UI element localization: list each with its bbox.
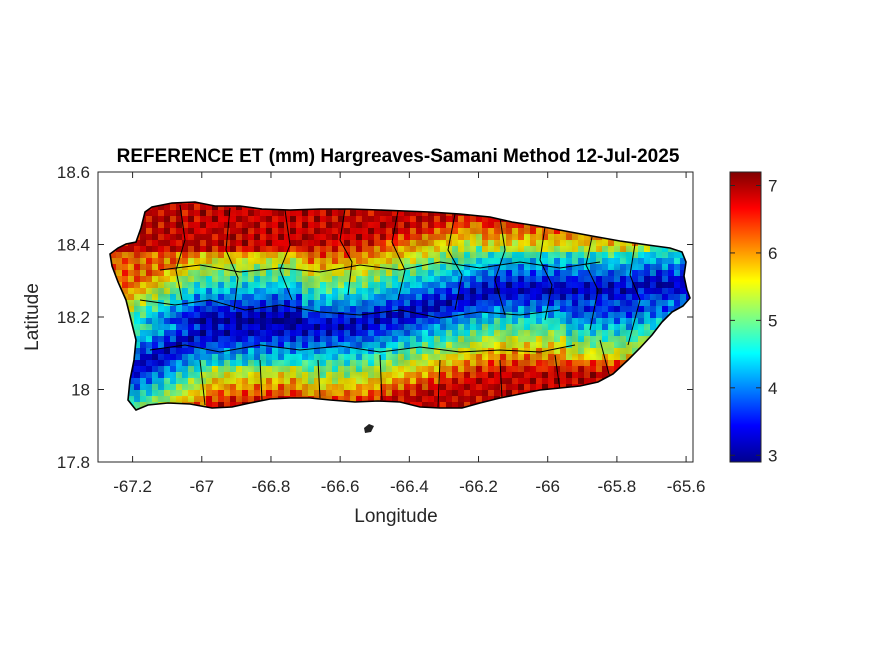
chart-title: REFERENCE ET (mm) Hargreaves-Samani Meth… <box>117 146 680 167</box>
municipality-border <box>159 261 601 273</box>
municipality-border <box>447 213 463 311</box>
colorbar-tick-label: 3 <box>768 446 777 465</box>
x-tick-label: -66.2 <box>459 477 498 496</box>
x-axis-ticks: -67.2 -67 -66.8 -66.6 -66.4 -66.2 -66 -65.8 -65.… <box>113 172 705 496</box>
y-tick-label: 17.8 <box>57 453 90 472</box>
municipality-border <box>149 344 576 353</box>
municipality-border <box>585 236 599 331</box>
municipality-border <box>139 299 561 319</box>
y-tick-label: 18.6 <box>57 163 90 182</box>
municipality-border <box>279 209 293 301</box>
colorbar-gradient <box>729 171 762 463</box>
colorbar-tick-label: 4 <box>768 379 777 398</box>
y-tick-label: 18 <box>71 381 90 400</box>
y-axis-label: Latitude <box>22 283 43 351</box>
municipality-border <box>599 339 611 379</box>
caja-de-muertos-island <box>364 424 374 433</box>
x-tick-label: -66.4 <box>390 477 429 496</box>
x-tick-label: -66.6 <box>321 477 360 496</box>
x-tick-label: -65.8 <box>598 477 637 496</box>
x-axis-label: Longitude <box>354 506 437 527</box>
municipality-border <box>379 354 383 401</box>
colorbar: 3 4 5 6 7 <box>729 171 777 465</box>
colorbar-tick-label: 7 <box>768 176 777 195</box>
colorbar-tick-label: 6 <box>768 244 777 263</box>
municipality-border <box>437 359 441 408</box>
municipality-border <box>317 359 321 399</box>
colorbar-tick-label: 5 <box>768 311 777 330</box>
municipality-border <box>225 207 239 311</box>
municipality-border <box>627 243 641 346</box>
municipality-border <box>339 208 353 296</box>
municipality-border <box>175 204 186 301</box>
y-tick-label: 18.4 <box>57 236 90 255</box>
municipality-border <box>499 359 503 399</box>
x-tick-label: -67 <box>189 477 214 496</box>
x-tick-label: -66.8 <box>252 477 291 496</box>
y-axis-ticks: 17.8 18 18.2 18.4 18.6 <box>57 163 693 472</box>
x-tick-label: -65.6 <box>667 477 706 496</box>
municipality-border <box>539 226 553 321</box>
x-tick-label: -67.2 <box>113 477 152 496</box>
plot-area <box>97 171 694 463</box>
municipality-borders <box>139 204 641 408</box>
x-tick-label: -66 <box>535 477 560 496</box>
y-tick-label: 18.2 <box>57 308 90 327</box>
municipality-border <box>554 354 561 391</box>
island-outline <box>109 201 691 411</box>
municipality-border <box>391 210 406 301</box>
municipality-border <box>259 359 263 401</box>
municipality-border <box>199 359 206 406</box>
colorbar-ticks: 3 4 5 6 7 <box>730 176 777 465</box>
